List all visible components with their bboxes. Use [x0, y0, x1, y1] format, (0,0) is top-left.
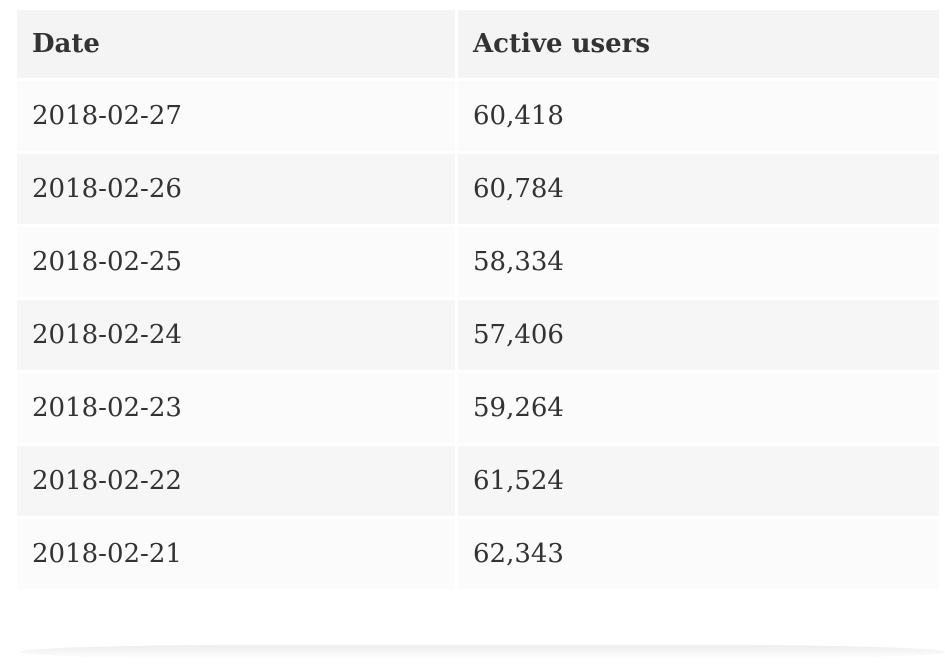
- date-cell: 2018-02-27: [17, 81, 455, 151]
- card-bottom-shadow: [20, 645, 945, 659]
- date-cell: 2018-02-21: [17, 519, 455, 589]
- active-users-cell: 60,784: [458, 154, 939, 224]
- table-row: 2018-02-25 58,334: [17, 227, 939, 297]
- table-row: 2018-02-27 60,418: [17, 81, 939, 151]
- active-users-cell: 57,406: [458, 300, 939, 370]
- active-users-cell: 59,264: [458, 373, 939, 443]
- table-row: 2018-02-26 60,784: [17, 154, 939, 224]
- date-cell: 2018-02-25: [17, 227, 455, 297]
- date-cell: 2018-02-23: [17, 373, 455, 443]
- active-users-cell: 62,343: [458, 519, 939, 589]
- column-header-date[interactable]: Date: [17, 10, 455, 78]
- active-users-cell: 60,418: [458, 81, 939, 151]
- column-header-active-users[interactable]: Active users: [458, 10, 939, 78]
- table-row: 2018-02-24 57,406: [17, 300, 939, 370]
- date-cell: 2018-02-24: [17, 300, 455, 370]
- table-row: 2018-02-22 61,524: [17, 446, 939, 516]
- active-users-table: Date Active users 2018-02-27 60,418 2018…: [14, 7, 942, 592]
- table-header-row: Date Active users: [17, 10, 939, 78]
- date-cell: 2018-02-22: [17, 446, 455, 516]
- table-row: 2018-02-21 62,343: [17, 519, 939, 589]
- active-users-cell: 58,334: [458, 227, 939, 297]
- date-cell: 2018-02-26: [17, 154, 455, 224]
- table-row: 2018-02-23 59,264: [17, 373, 939, 443]
- active-users-cell: 61,524: [458, 446, 939, 516]
